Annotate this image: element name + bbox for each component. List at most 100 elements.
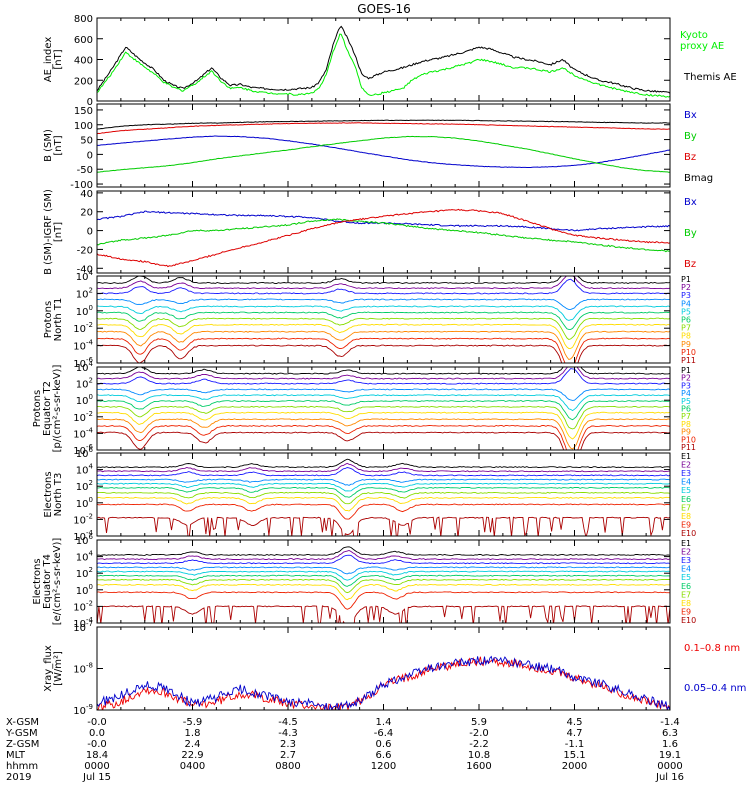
trace-E10 [97, 516, 670, 536]
trace-P6 [97, 311, 670, 330]
data-ae [97, 25, 670, 98]
y-tick-label: -20 [77, 245, 93, 256]
y-tick-label: 150 [74, 106, 93, 117]
series-Themis-AE [97, 25, 670, 94]
y-tick-label: 10-2 [73, 321, 93, 335]
trace-P4 [97, 388, 670, 401]
data-electrons_north [97, 458, 670, 536]
legend-item: By [684, 228, 697, 239]
x-row-label: hhmm [6, 761, 38, 772]
y-tick-label: 10-2 [73, 512, 93, 526]
trace-P11 [97, 431, 670, 450]
y-tick-label: 600 [74, 35, 93, 46]
legend-item-E7: E7 [681, 590, 691, 599]
legend-item-E1: E1 [681, 452, 691, 461]
legend-item-P9: P9 [681, 340, 691, 349]
y-tick-label: 200 [74, 76, 93, 87]
trace-P9 [97, 330, 670, 361]
y-tick-label: 20 [80, 208, 93, 219]
trace-E7 [97, 578, 670, 594]
legend-item-E9: E9 [681, 607, 691, 616]
legend-item-P6: P6 [681, 316, 691, 325]
trace-P8 [97, 323, 670, 349]
x-cell: 4.5 [567, 717, 583, 728]
y-axis-label: [e/(cm²-s-sr-keV)] [52, 538, 63, 626]
y-axis-label: [nT] [53, 49, 64, 69]
x-row-label: 2019 [6, 772, 31, 783]
legend-item-E1: E1 [681, 539, 691, 548]
data-protons_north [97, 276, 670, 363]
x-cell: -0.0 [87, 739, 107, 750]
legend-item-E4: E4 [681, 565, 691, 574]
x-cell: -0.0 [87, 717, 107, 728]
y-tick-label: 106 [76, 533, 94, 547]
trace-E8 [97, 583, 670, 601]
plot-title: GOES-16 [357, 2, 411, 16]
y-tick-label: 100 [74, 121, 93, 132]
y-tick-label: 10-2 [73, 410, 93, 424]
legend-item: Bz [684, 259, 696, 270]
y-axis-label: Protons [32, 390, 43, 427]
y-tick-label: -100 [70, 180, 93, 191]
x-cell: 18.4 [86, 750, 108, 761]
panel-bsm_igrf: -40 -20 0 20 40 B (SM)-IGRF (SM) [nT] Bx By Bz [43, 189, 697, 275]
legend-item-E2: E2 [681, 548, 691, 557]
y-axis-label: Equator T4 [42, 554, 53, 609]
legend-item-E7: E7 [681, 503, 691, 512]
x-cell: 10.8 [468, 750, 490, 761]
y-tick-label: 50 [80, 136, 93, 147]
series-Bz [97, 122, 670, 135]
y-tick-label: 40 [80, 189, 93, 200]
legend-xray: 0.1–0.8 nm 0.05–0.4 nm [684, 643, 746, 694]
x-cell: 0800 [275, 761, 300, 772]
x-cell: 4.7 [567, 728, 583, 739]
x-cell: 0400 [180, 761, 205, 772]
y-tick-label: 104 [76, 463, 94, 477]
x-cell: Jul 16 [655, 772, 684, 783]
trace-P10 [97, 337, 670, 363]
y-tick-label: 800 [74, 14, 93, 25]
legend-item: Bx [684, 197, 697, 208]
trace-E9 [97, 591, 670, 610]
legend-item-E4: E4 [681, 478, 691, 487]
x-row-label: X-GSM [6, 717, 39, 728]
legend-item-P1: P1 [681, 366, 691, 375]
trace-E5 [97, 570, 670, 581]
legend-item-P6: P6 [681, 405, 691, 414]
x-row-label: MLT [6, 750, 26, 761]
y-axis-label: [nT] [53, 135, 64, 155]
legend-item-E10: E10 [681, 616, 696, 625]
trace-P2 [97, 367, 670, 380]
x-cell: 5.9 [471, 717, 487, 728]
legend-item-P10: P10 [681, 435, 696, 444]
trace-E7 [97, 491, 670, 505]
trace-E2 [97, 462, 670, 473]
trace-P4 [97, 298, 670, 310]
legend-item-E8: E8 [681, 512, 691, 521]
legend-bsm_igrf: Bx By Bz [684, 197, 697, 270]
x-cell: -4.3 [278, 728, 298, 739]
legend-item-E10: E10 [681, 529, 696, 538]
legend-item-P5: P5 [681, 397, 691, 406]
y-axis-label: Protons [43, 301, 54, 338]
y-tick-label: 10-9 [73, 703, 93, 717]
legend-item-P7: P7 [681, 324, 691, 333]
x-cell: -5.9 [183, 717, 203, 728]
y-axis-label: Electrons [32, 558, 43, 604]
y-axis-label: Equator T2 [42, 381, 53, 436]
trace-E6 [97, 574, 670, 587]
series-By [97, 135, 670, 173]
x-cell: -1.4 [660, 717, 680, 728]
y-tick-label: 100 [76, 583, 93, 597]
trace-E3 [97, 554, 670, 565]
y-axis-label: [p/(cm²-s-sr-keV)] [52, 365, 63, 453]
legend-item-E8: E8 [681, 599, 691, 608]
x-cell: 0000 [657, 761, 682, 772]
legend-item-P5: P5 [681, 307, 691, 316]
trace-E3 [97, 467, 670, 477]
x-cell: 2000 [562, 761, 587, 772]
legend-item: Bz [684, 152, 696, 163]
